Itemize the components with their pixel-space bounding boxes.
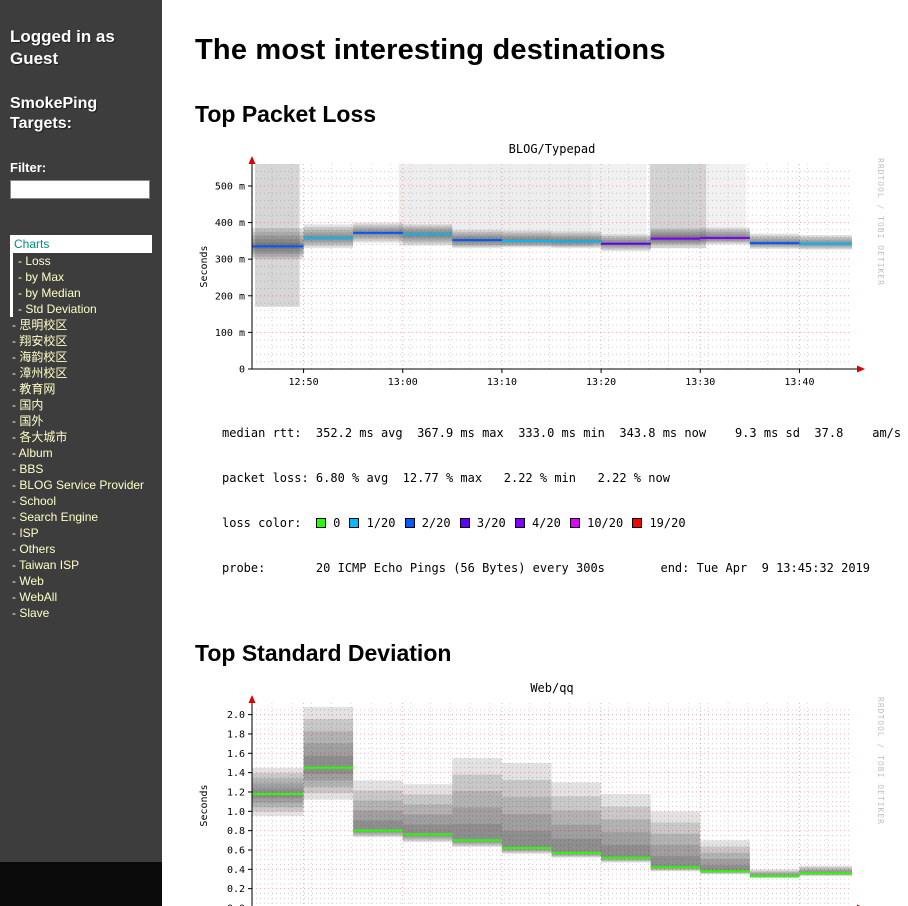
loss-color-swatch	[459, 518, 470, 528]
svg-text:0.4: 0.4	[227, 865, 245, 876]
svg-text:13:40: 13:40	[784, 377, 814, 388]
svg-text:13:00: 13:00	[388, 377, 418, 388]
svg-text:300 m: 300 m	[215, 255, 245, 266]
sidebar-item-search-engine[interactable]: - Search Engine	[12, 510, 99, 525]
sidebar-item-教育网[interactable]: - 教育网	[12, 382, 56, 397]
svg-text:0.2: 0.2	[227, 884, 245, 895]
loss-color-item: 4/20	[514, 516, 561, 530]
sidebar-item-blog-service-provider[interactable]: - BLOG Service Provider	[12, 478, 145, 493]
loss-color-swatch	[315, 518, 326, 528]
svg-text:1.8: 1.8	[227, 729, 245, 740]
targets-label: SmokePing Targets:	[10, 94, 98, 132]
sidebar-item-charts[interactable]: Charts	[10, 235, 152, 254]
svg-text:100 m: 100 m	[215, 328, 245, 339]
sidebar-item-loss[interactable]: - Loss	[18, 254, 51, 269]
filter-label: Filter:	[10, 160, 47, 176]
loss-color-label: loss color:	[222, 516, 316, 530]
page-title: The most interesting destinations	[195, 34, 666, 66]
svg-text:500 m: 500 m	[215, 181, 245, 192]
sidebar-target-list: - 思明校区 - 翔安校区 - 海韵校区 - 漳州校区 - 教育网 - 国内 - 国外 - 各…	[10, 317, 152, 621]
sidebar-item-school[interactable]: - School	[12, 494, 57, 509]
filter-input[interactable]	[10, 180, 150, 200]
rrdtool-watermark: RRDTOOL / TOBI OETIKER	[876, 697, 885, 825]
loss-color-legend: loss color: 0 1/20 2/20 3/20 4/20 10/20 …	[222, 516, 895, 531]
sidebar: Logged in as Guest SmokePing Targets: Fi…	[0, 0, 162, 906]
svg-text:1.0: 1.0	[227, 807, 245, 818]
loss-color-item: 3/20	[459, 516, 506, 530]
section-heading-packet-loss: Top Packet Loss	[195, 101, 377, 127]
packet-loss-line: packet loss: 6.80 % avg 12.77 % max 2.22…	[222, 471, 670, 485]
svg-text:1.4: 1.4	[227, 768, 245, 779]
sidebar-item-漳州校区[interactable]: - 漳州校区	[12, 366, 68, 381]
sidebar-item-各大城市[interactable]: - 各大城市	[12, 430, 68, 445]
chart-packet-loss[interactable]: BLOG/Typepad 0 100 m 200 m 300 m 400 m 500 m 1…	[195, 142, 902, 606]
loss-color-item: 19/20	[632, 516, 686, 530]
sidebar-item-weball[interactable]: - WebAll	[12, 590, 58, 605]
chart-title-std-deviation: Web/qq	[530, 681, 574, 695]
loss-color-swatch	[569, 518, 580, 528]
sidebar-charts-subitems: - Loss - by Max - by Median - Std Deviation	[10, 253, 152, 318]
median-rtt-line: median rtt: 352.2 ms avg 367.9 ms max 33…	[222, 426, 902, 440]
sidebar-item-web[interactable]: - Web	[12, 574, 44, 589]
loss-color-item: 0	[315, 516, 340, 530]
sidebar-item-others[interactable]: - Others	[12, 542, 56, 557]
graph-legend: median rtt: 352.2 ms avg 367.9 ms max 33…	[222, 396, 902, 606]
loss-color-swatch	[632, 518, 643, 528]
svg-text:1.6: 1.6	[227, 749, 245, 760]
sidebar-item-思明校区[interactable]: - 思明校区	[12, 318, 68, 333]
loss-color-swatch	[514, 518, 525, 528]
loss-color-item: 2/20	[404, 516, 451, 530]
sidebar-item-by-max[interactable]: - by Max	[18, 270, 65, 285]
svg-text:Seconds: Seconds	[199, 245, 210, 287]
loss-color-item: 1/20	[349, 516, 396, 530]
svg-text:13:10: 13:10	[487, 377, 517, 388]
svg-text:13:30: 13:30	[685, 377, 715, 388]
sidebar-item-bbs[interactable]: - BBS	[12, 462, 44, 477]
svg-text:Seconds: Seconds	[199, 784, 210, 826]
section-heading-std-deviation: Top Standard Deviation	[195, 640, 452, 666]
sidebar-item-std-deviation[interactable]: - Std Deviation	[18, 302, 97, 317]
svg-text:0.0: 0.0	[227, 904, 245, 906]
std-deviation-graph[interactable]: 0.00.20.40.60.81.01.21.41.61.82.012:5013…	[195, 695, 871, 906]
svg-text:400 m: 400 m	[215, 218, 245, 229]
svg-text:1.2: 1.2	[227, 787, 245, 798]
svg-text:12:50: 12:50	[289, 377, 319, 388]
sidebar-item-isp[interactable]: - ISP	[12, 526, 39, 541]
sidebar-menu: Charts - Loss - by Max - by Median - Std De…	[10, 235, 152, 621]
logged-in-label: Logged in as Guest	[10, 27, 115, 68]
rrdtool-watermark: RRDTOOL / TOBI OETIKER	[876, 158, 885, 286]
end-time: end: Tue Apr 9 13:45:32 2019	[660, 561, 870, 575]
sidebar-footer	[0, 862, 162, 906]
sidebar-item-国内[interactable]: - 国内	[12, 398, 44, 413]
svg-text:13:20: 13:20	[586, 377, 616, 388]
loss-color-swatch	[404, 518, 415, 528]
main-content: The most interesting destinations Top Pa…	[162, 0, 908, 906]
loss-color-swatch	[349, 518, 360, 528]
svg-text:0.8: 0.8	[227, 826, 245, 837]
loss-color-item: 10/20	[569, 516, 623, 530]
packet-loss-graph[interactable]: 0 100 m 200 m 300 m 400 m 500 m 12:50 13:00 13:1…	[195, 156, 871, 394]
sidebar-item-slave[interactable]: - Slave	[12, 606, 50, 621]
svg-text:2.0: 2.0	[227, 710, 245, 721]
svg-text:0.6: 0.6	[227, 845, 245, 856]
svg-text:200 m: 200 m	[215, 291, 245, 302]
svg-text:0: 0	[239, 365, 245, 376]
sidebar-item-国外[interactable]: - 国外	[12, 414, 44, 429]
sidebar-item-翔安校区[interactable]: - 翔安校区	[12, 334, 68, 349]
sidebar-item-taiwan-isp[interactable]: - Taiwan ISP	[12, 558, 80, 573]
sidebar-item-海韵校区[interactable]: - 海韵校区	[12, 350, 68, 365]
sidebar-item-album[interactable]: - Album	[12, 446, 53, 461]
sidebar-item-by-median[interactable]: - by Median	[18, 286, 81, 301]
chart-title-packet-loss: BLOG/Typepad	[508, 142, 596, 156]
probe-line-row: probe: 20 ICMP Echo Pings (56 Bytes) eve…	[222, 561, 870, 576]
probe-label: probe: 20 ICMP Echo Pings (56 Bytes) eve…	[222, 561, 605, 575]
chart-std-deviation[interactable]: Web/qq 0.0 0.2 0.4 0.6 0.8 1.0 1.2 1.4 1.6 1.8 2.0…	[195, 681, 895, 906]
